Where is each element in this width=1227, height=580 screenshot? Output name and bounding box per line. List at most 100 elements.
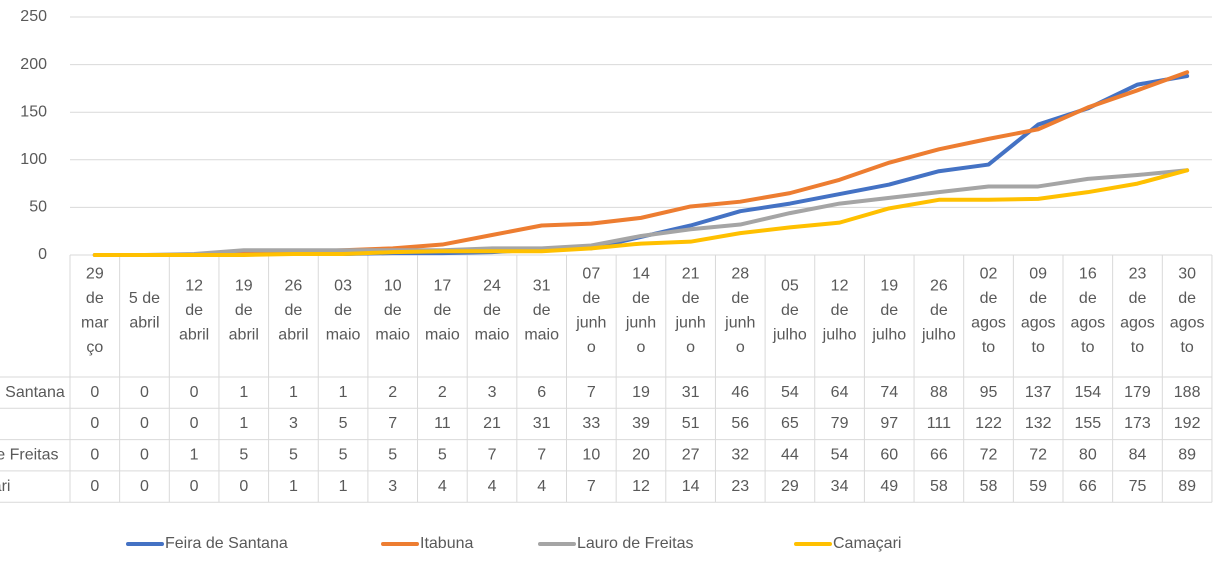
- x-tick-label: 5 de abril: [129, 290, 160, 332]
- y-tick-label: 250: [20, 8, 47, 25]
- table-cell: 97: [880, 415, 898, 432]
- table-cell: 49: [880, 478, 898, 495]
- table-cell: 56: [731, 415, 749, 432]
- table-cell: 0: [90, 446, 99, 463]
- x-tick-label: 14 de junh o: [625, 265, 656, 356]
- series-line: [92, 74, 1190, 257]
- table-cell: 0: [190, 384, 199, 401]
- table-cell: 5: [339, 415, 348, 432]
- legend-label: Lauro de Freitas: [577, 535, 694, 552]
- x-tick-label: 21 de junh o: [675, 265, 706, 356]
- table-cell: 65: [781, 415, 799, 432]
- table-cell: 192: [1174, 415, 1201, 432]
- table-cell: 60: [880, 446, 898, 463]
- table-cell: 1: [339, 384, 348, 401]
- table-cell: 84: [1129, 446, 1147, 463]
- table-cell: 72: [980, 446, 998, 463]
- table-cell: 1: [190, 446, 199, 463]
- table-cell: 0: [190, 478, 199, 495]
- x-tick-label: 26 de abril: [278, 278, 308, 344]
- table-cell: 4: [488, 478, 497, 495]
- table-cell: 1: [339, 478, 348, 495]
- table-cell: 0: [90, 478, 99, 495]
- table-cell: 58: [930, 478, 948, 495]
- table-cell: 3: [488, 384, 497, 401]
- table-cell: 44: [781, 446, 799, 463]
- table-cell: 11: [434, 415, 451, 432]
- series-line: [92, 168, 1190, 257]
- table-cell: 10: [582, 446, 600, 463]
- table-cell: 66: [930, 446, 948, 463]
- table-cell: 51: [682, 415, 700, 432]
- table-row-header: Feira de Santana: [0, 384, 65, 401]
- x-tick-label: 10 de maio: [375, 278, 410, 344]
- table-cell: 7: [388, 415, 397, 432]
- table-cell: 72: [1029, 446, 1047, 463]
- table-cell: 111: [927, 415, 951, 432]
- x-tick-label: 12 de julho: [822, 278, 857, 344]
- x-tick-label: 12 de abril: [179, 278, 209, 344]
- table-cell: 5: [289, 446, 298, 463]
- table-cell: 0: [140, 478, 149, 495]
- table-cell: 6: [537, 384, 546, 401]
- table-cell: 0: [90, 384, 99, 401]
- x-tick-label: 03 de maio: [326, 278, 361, 344]
- table-cell: 39: [632, 415, 650, 432]
- table-cell: 64: [831, 384, 849, 401]
- table-cell: 46: [731, 384, 749, 401]
- table-cell: 173: [1124, 415, 1151, 432]
- table-cell: 31: [682, 384, 700, 401]
- table-cell: 66: [1079, 478, 1097, 495]
- table-cell: 122: [975, 415, 1002, 432]
- table-cell: 1: [289, 478, 298, 495]
- x-tick-label: 19 de abril: [229, 278, 259, 344]
- table-cell: 32: [731, 446, 749, 463]
- x-tick-label: 17 de maio: [425, 278, 460, 344]
- x-tick-label: 09 de agos to: [1021, 265, 1056, 356]
- table-cell: 7: [587, 384, 596, 401]
- table-cell: 34: [831, 478, 849, 495]
- legend-label: Feira de Santana: [165, 535, 288, 552]
- table-cell: 74: [880, 384, 898, 401]
- table-cell: 3: [289, 415, 298, 432]
- table-cell: 154: [1074, 384, 1101, 401]
- table-cell: 12: [632, 478, 650, 495]
- x-tick-label: 16 de agos to: [1070, 265, 1105, 356]
- table-cell: 0: [239, 478, 248, 495]
- table-cell: 2: [388, 384, 397, 401]
- table-cell: 31: [533, 415, 551, 432]
- table-cell: 54: [781, 384, 799, 401]
- table-cell: 95: [980, 384, 998, 401]
- table-cell: 0: [90, 415, 99, 432]
- table-cell: 188: [1174, 384, 1201, 401]
- table-cell: 0: [140, 415, 149, 432]
- x-tick-label: 19 de julho: [871, 278, 906, 344]
- y-tick-label: 150: [20, 103, 47, 120]
- table-cell: 155: [1074, 415, 1101, 432]
- table-cell: 23: [731, 478, 749, 495]
- x-tick-label: 30 de agos to: [1170, 265, 1205, 356]
- table-cell: 7: [488, 446, 497, 463]
- table-cell: 7: [587, 478, 596, 495]
- table-cell: 4: [438, 478, 447, 495]
- table-cell: 58: [980, 478, 998, 495]
- table-cell: 59: [1029, 478, 1047, 495]
- table-cell: 1: [289, 384, 298, 401]
- table-cell: 0: [140, 446, 149, 463]
- table-cell: 4: [537, 478, 546, 495]
- table-cell: 2: [438, 384, 447, 401]
- x-tick-label: 02 de agos to: [971, 265, 1006, 356]
- table-row-header: Lauro de Freitas: [0, 446, 59, 463]
- y-tick-label: 0: [38, 246, 47, 263]
- table-cell: 79: [831, 415, 849, 432]
- y-tick-label: 200: [20, 56, 47, 73]
- table-cell: 0: [190, 415, 199, 432]
- table-cell: 89: [1178, 446, 1196, 463]
- table-cell: 5: [239, 446, 248, 463]
- table-cell: 33: [582, 415, 600, 432]
- y-tick-label: 100: [20, 151, 47, 168]
- table-cell: 20: [632, 446, 650, 463]
- table-cell: 1: [239, 415, 248, 432]
- table-cell: 27: [682, 446, 700, 463]
